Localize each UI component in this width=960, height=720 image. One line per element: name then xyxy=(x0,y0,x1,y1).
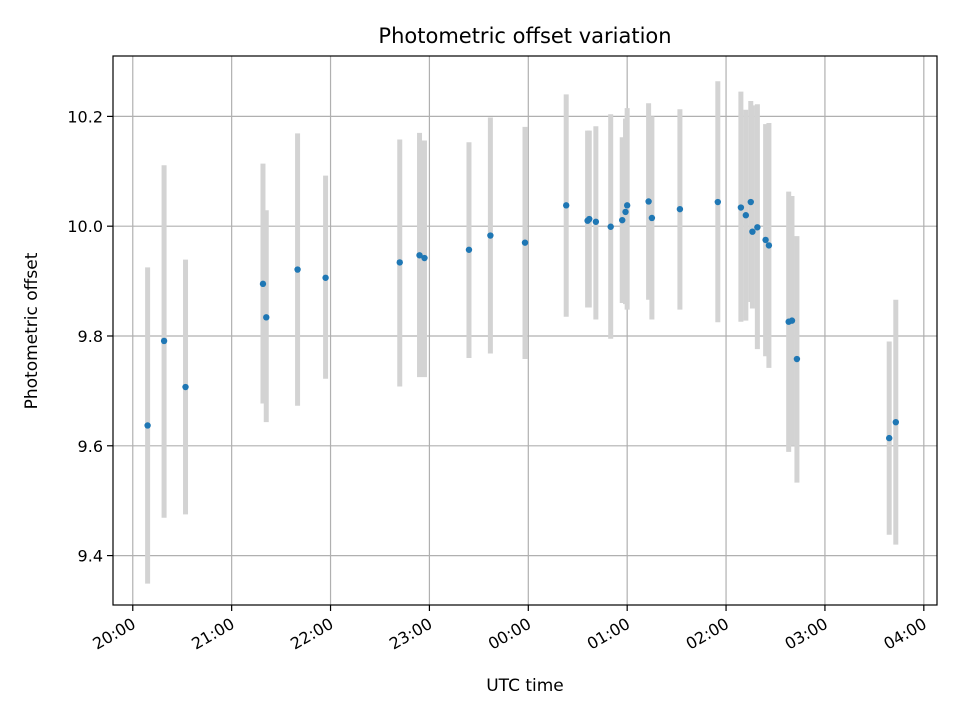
data-point xyxy=(144,422,151,429)
data-point xyxy=(762,236,769,244)
data-point xyxy=(754,224,761,231)
x-axis-label: UTC time xyxy=(486,676,564,696)
data-point xyxy=(465,246,473,253)
data-point xyxy=(160,337,168,345)
y-tick-label: 9.4 xyxy=(78,547,103,566)
data-point xyxy=(793,355,801,363)
data-point xyxy=(676,205,684,213)
y-tick-label: 9.6 xyxy=(78,437,103,456)
data-point xyxy=(749,228,756,235)
data-point xyxy=(747,198,754,206)
y-tick-label: 10.2 xyxy=(67,107,103,126)
data-point xyxy=(742,212,750,219)
data-point xyxy=(714,198,722,206)
data-point xyxy=(263,314,270,321)
data-point xyxy=(487,232,494,239)
data-point xyxy=(521,239,529,246)
data-point xyxy=(623,202,631,209)
data-point xyxy=(765,242,773,249)
data-point xyxy=(592,218,600,225)
y-tick-label: 9.8 xyxy=(78,327,103,346)
data-point xyxy=(586,215,593,223)
y-axis-label: Photometric offset xyxy=(22,252,42,409)
y-axis-ticks: 9.4 9.6 9.8 10.0 10.2 xyxy=(67,107,113,566)
data-point xyxy=(619,216,626,224)
data-point xyxy=(886,434,893,442)
chart-title: Photometric offset variation xyxy=(378,24,671,48)
data-point xyxy=(607,223,614,230)
data-point xyxy=(892,418,899,426)
data-point xyxy=(294,266,301,273)
data-point xyxy=(788,317,796,324)
data-point xyxy=(182,383,189,391)
data-point xyxy=(622,208,629,216)
data-point xyxy=(259,280,267,288)
data-point xyxy=(322,274,329,281)
data-point xyxy=(645,198,652,205)
data-point xyxy=(396,259,403,266)
data-points xyxy=(144,198,899,442)
data-point xyxy=(563,202,570,209)
data-point xyxy=(737,204,745,211)
y-tick-label: 10.0 xyxy=(67,217,103,236)
plot-frame xyxy=(112,55,938,606)
data-point xyxy=(416,252,423,259)
data-point xyxy=(421,254,428,262)
data-point xyxy=(648,214,656,222)
